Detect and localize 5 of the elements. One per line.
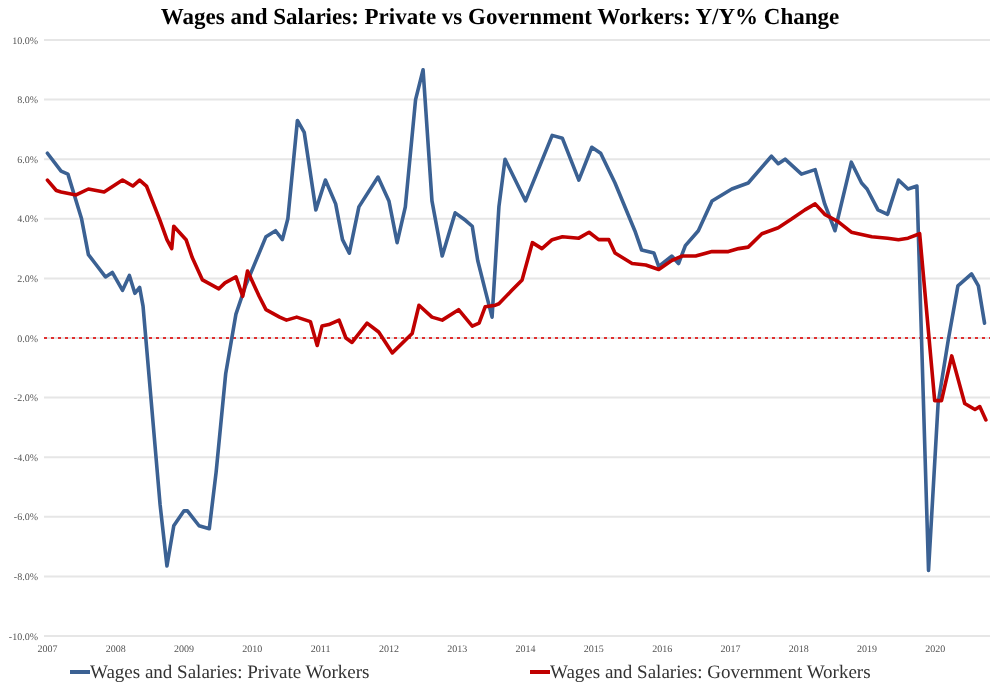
- legend-label: Wages and Salaries: Private Workers: [90, 664, 370, 684]
- line-series: [45, 178, 988, 422]
- line-series: [45, 68, 987, 573]
- chart-title: Wages and Salaries: Private vs Government Workers: Y/Y% Change: [160, 6, 840, 30]
- legend-label: Wages and Salaries: Government Workers: [550, 664, 872, 684]
